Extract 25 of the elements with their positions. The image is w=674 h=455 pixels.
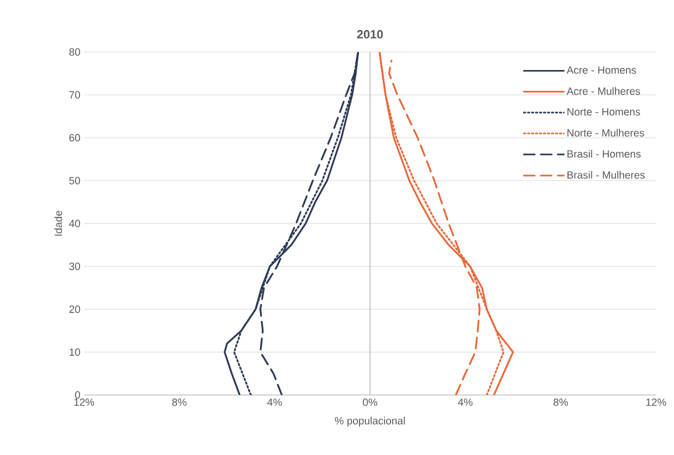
y-tick-label: 10 bbox=[70, 348, 80, 356]
legend-label: Norte - Homens bbox=[567, 108, 640, 116]
x-tick-label: 12% bbox=[74, 398, 94, 406]
y-tick-label: 0 bbox=[75, 391, 80, 399]
legend-label: Brasil - Mulheres bbox=[567, 171, 645, 179]
legend-label: Brasil - Homens bbox=[567, 150, 641, 158]
y-tick-label: 80 bbox=[69, 48, 80, 56]
legend-label: Acre - Mulheres bbox=[566, 87, 640, 95]
x-tick-label: 0% bbox=[362, 398, 378, 406]
y-tick-label: 20 bbox=[69, 306, 80, 313]
y-tick-label: 50 bbox=[69, 176, 80, 184]
chart-title: 2010 bbox=[357, 30, 383, 38]
x-tick-label: 8% bbox=[172, 398, 187, 406]
x-tick-label: 8% bbox=[554, 398, 568, 406]
y-axis-title: Idade bbox=[54, 210, 62, 236]
y-tick-label: 30 bbox=[69, 262, 80, 270]
x-tick-label: 4% bbox=[458, 398, 473, 406]
legend-label: Acre - Homens bbox=[566, 66, 636, 74]
x-tick-label: 12% bbox=[646, 398, 666, 406]
x-tick-label: 4% bbox=[267, 398, 282, 406]
y-tick-label: 70 bbox=[69, 91, 80, 99]
legend-label: Norte - Mulheres bbox=[567, 128, 644, 137]
y-tick-label: 60 bbox=[69, 134, 80, 142]
x-axis-title: % populacional bbox=[334, 416, 405, 427]
y-tick-label: 40 bbox=[69, 220, 80, 228]
